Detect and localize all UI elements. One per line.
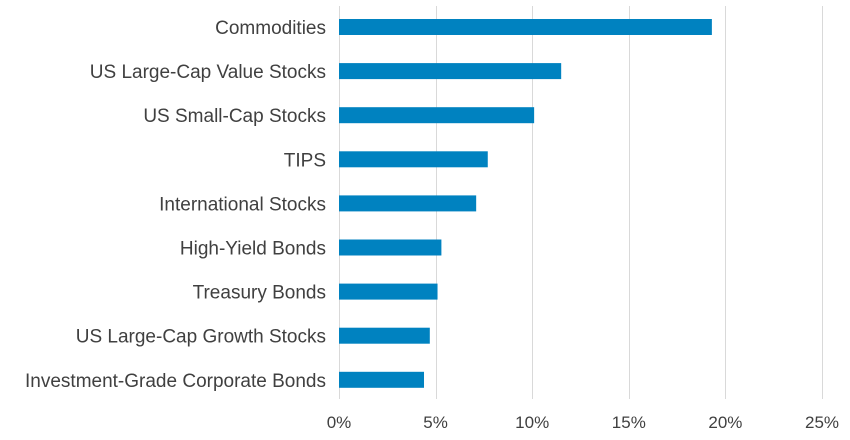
category-label: TIPS	[284, 150, 326, 171]
bars	[339, 19, 712, 388]
bar	[339, 63, 562, 80]
x-tick-label: 0%	[327, 413, 352, 432]
category-label: High-Yield Bonds	[180, 239, 326, 260]
x-tick-label: 10%	[515, 413, 549, 432]
category-label: Treasury Bonds	[193, 283, 326, 304]
category-label: US Large-Cap Value Stocks	[90, 62, 326, 83]
x-tick-label: 20%	[708, 413, 742, 432]
bar	[339, 151, 488, 168]
bar	[339, 371, 425, 388]
bar	[339, 195, 477, 212]
x-axis-tick-labels: 0% 5% 10% 15% 20% 25%	[327, 413, 839, 432]
bar	[339, 19, 712, 35]
bar	[339, 239, 442, 256]
category-label: Investment-Grade Corporate Bonds	[25, 371, 326, 392]
category-label: US Large-Cap Growth Stocks	[76, 327, 326, 348]
category-label: International Stocks	[159, 194, 326, 215]
category-label: US Small-Cap Stocks	[143, 106, 326, 127]
bar	[339, 327, 430, 344]
x-tick-label: 25%	[805, 413, 839, 432]
bar	[339, 107, 535, 124]
category-label: Commodities	[215, 18, 326, 39]
x-tick-label: 5%	[423, 413, 448, 432]
bar	[339, 283, 438, 300]
x-tick-label: 15%	[612, 413, 646, 432]
category-labels: Commodities US Large-Cap Value Stocks US S…	[25, 18, 326, 392]
